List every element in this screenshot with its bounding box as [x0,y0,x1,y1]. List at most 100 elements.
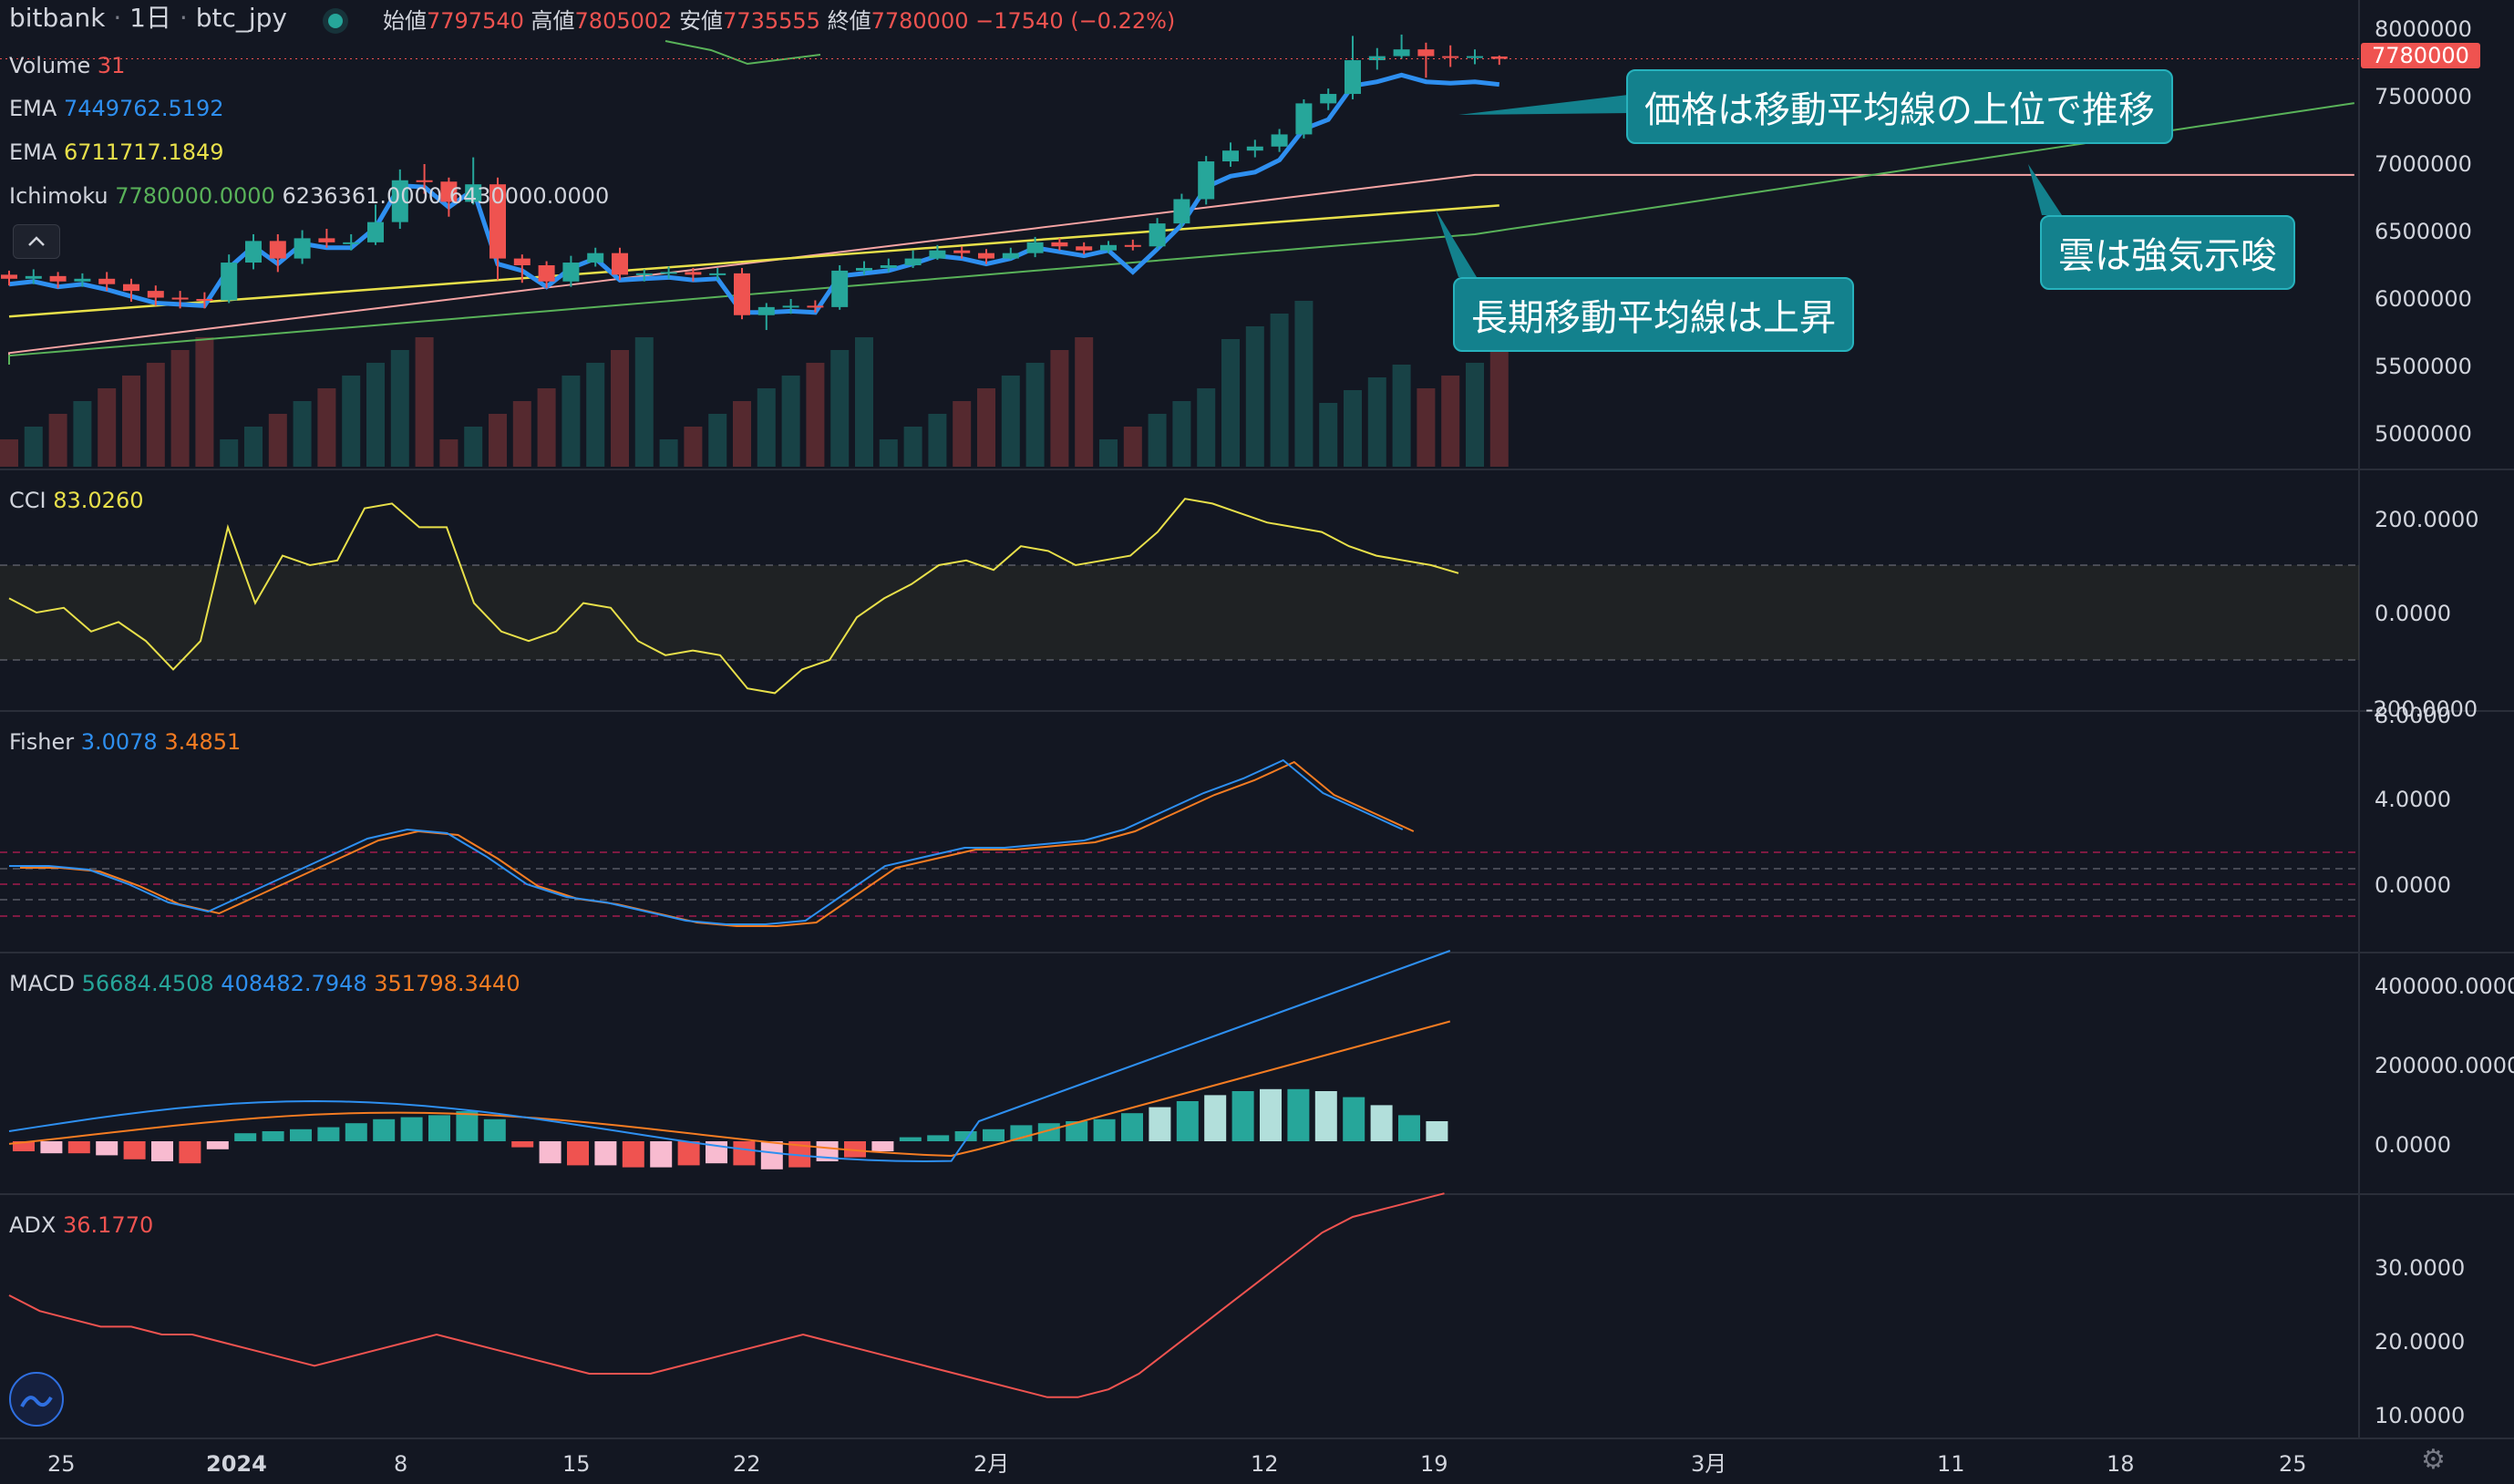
candle-body [1345,60,1361,95]
ichimoku-v2: 6236361.0000 [282,183,443,209]
annotation-long-ma-rising[interactable]: 長期移動平均線は上昇 [1453,277,1854,352]
macd-histogram-bar [871,1141,894,1151]
macd-histogram-bar [594,1141,617,1166]
macd-histogram-bar [650,1141,673,1168]
candle-body [221,263,238,301]
time-tick: 8 [394,1451,408,1477]
macd-histogram-bar [622,1141,644,1168]
macd-histogram-bar [1370,1105,1393,1141]
volume-bar [98,388,117,467]
macd-v1: 56684.4508 [81,971,214,996]
time-tick: 25 [47,1451,76,1477]
annotation-price-above-ma[interactable]: 価格は移動平均線の上位で推移 [1626,69,2173,144]
high-value: 7805002 [574,8,673,34]
interval-label[interactable]: 1日 [129,3,171,33]
ohlc-readout: 始値7797540 高値7805002 安値7735555 終値7780000 … [383,8,1175,34]
legend-volume[interactable]: Volume 31 [9,53,125,78]
volume-bar [317,388,336,467]
fisher-label: Fisher [9,729,75,755]
time-tick: 12 [1251,1451,1279,1477]
collapse-legend-button[interactable] [13,224,60,259]
volume-bar [1489,350,1509,467]
volume-bar [733,401,751,467]
ichimoku-span-a [8,102,2354,365]
macd-histogram-bar [206,1141,229,1149]
price-tick: 8000000 [2375,16,2472,42]
candle-body [416,180,433,182]
macd-histogram-bar [373,1118,396,1141]
legend-ema-slow[interactable]: EMA 6711717.1849 [9,139,224,165]
legend-cci[interactable]: CCI 83.0260 [9,488,143,513]
volume-bar [684,427,703,467]
symbol-label[interactable]: btc_jpy [195,3,287,33]
legend-ichimoku[interactable]: Ichimoku 7780000.0000 6236361.0000 64300… [9,183,609,209]
volume-bar [806,363,825,467]
volume-bar [830,350,850,467]
volume-bar [1367,377,1386,467]
macd-histogram-bar [123,1141,146,1159]
candle-body [440,181,458,202]
macd-histogram-bar [760,1141,783,1170]
volume-bar [659,439,678,467]
candle-body [1198,161,1215,200]
candle-body [587,252,604,263]
macd-histogram-bar [1149,1107,1171,1141]
macd-line [8,950,1451,1163]
annotation-cloud-bullish[interactable]: 雲は強気示唆 [2040,215,2295,290]
volume-bar [1025,363,1045,467]
volume-label: Volume [9,53,91,78]
volume-bar [586,363,605,467]
macd-histogram-bar [816,1141,839,1161]
legend-fisher[interactable]: Fisher 3.0078 3.4851 [9,729,241,755]
time-tick: 3月 [1691,1451,1727,1477]
macd-label: MACD [9,971,75,996]
candle-body [612,252,628,275]
volume-bar [24,427,43,467]
macd-histogram-bar [456,1111,479,1141]
legend-ema-fast[interactable]: EMA 7449762.5192 [9,96,224,121]
cci-tick: -200.0000 [2365,696,2478,722]
macd-histogram-bar [1121,1113,1143,1141]
candle-body [660,272,677,274]
exchange-name[interactable]: bitbank [9,3,106,33]
adx-line [8,1192,1445,1398]
macd-histogram-bar [1426,1121,1448,1141]
candle-body [74,278,91,282]
volume-bar [708,414,727,467]
close-value: 7780000 [871,8,969,34]
volume-bar [170,350,190,467]
candle-body [318,238,335,242]
macd-histogram-bar [1260,1088,1282,1141]
ema-slow-value: 6711717.1849 [63,139,224,165]
ichimoku-v1: 7780000.0000 [115,183,275,209]
volume-bar [48,414,67,467]
candle-body [465,184,482,202]
tradingview-logo-icon[interactable] [9,1372,64,1427]
candle-body [25,275,42,279]
ichimoku-v3: 6430000.0000 [448,183,610,209]
volume-bar [879,439,898,467]
macd-histogram-bar [1287,1088,1310,1141]
macd-histogram-bar [234,1133,257,1141]
candle-body [1320,94,1337,104]
macd-histogram-bar [67,1141,90,1154]
settings-gear-icon[interactable]: ⚙ [2421,1444,2446,1476]
legend-macd[interactable]: MACD 56684.4508 408482.7948 351798.3440 [9,971,520,996]
legend-adx[interactable]: ADX 36.1770 [9,1212,153,1238]
volume-bar [464,427,483,467]
current-price-badge: 7780000 [2361,43,2480,68]
candle-body [831,270,849,307]
macd-histogram-bar [539,1141,562,1164]
annotation-pointer [1436,210,1477,277]
ichimoku-label: Ichimoku [9,183,108,209]
candle-body [782,305,799,308]
volume-bar [1441,376,1460,467]
ema-fast-value: 7449762.5192 [63,96,224,121]
fisher-tick: 0.0000 [2375,872,2451,898]
candle-body [1295,103,1313,135]
volume-bar [342,376,361,467]
macd-v3: 351798.3440 [374,971,520,996]
candle-body [856,267,872,271]
volume-bar [1172,401,1191,467]
